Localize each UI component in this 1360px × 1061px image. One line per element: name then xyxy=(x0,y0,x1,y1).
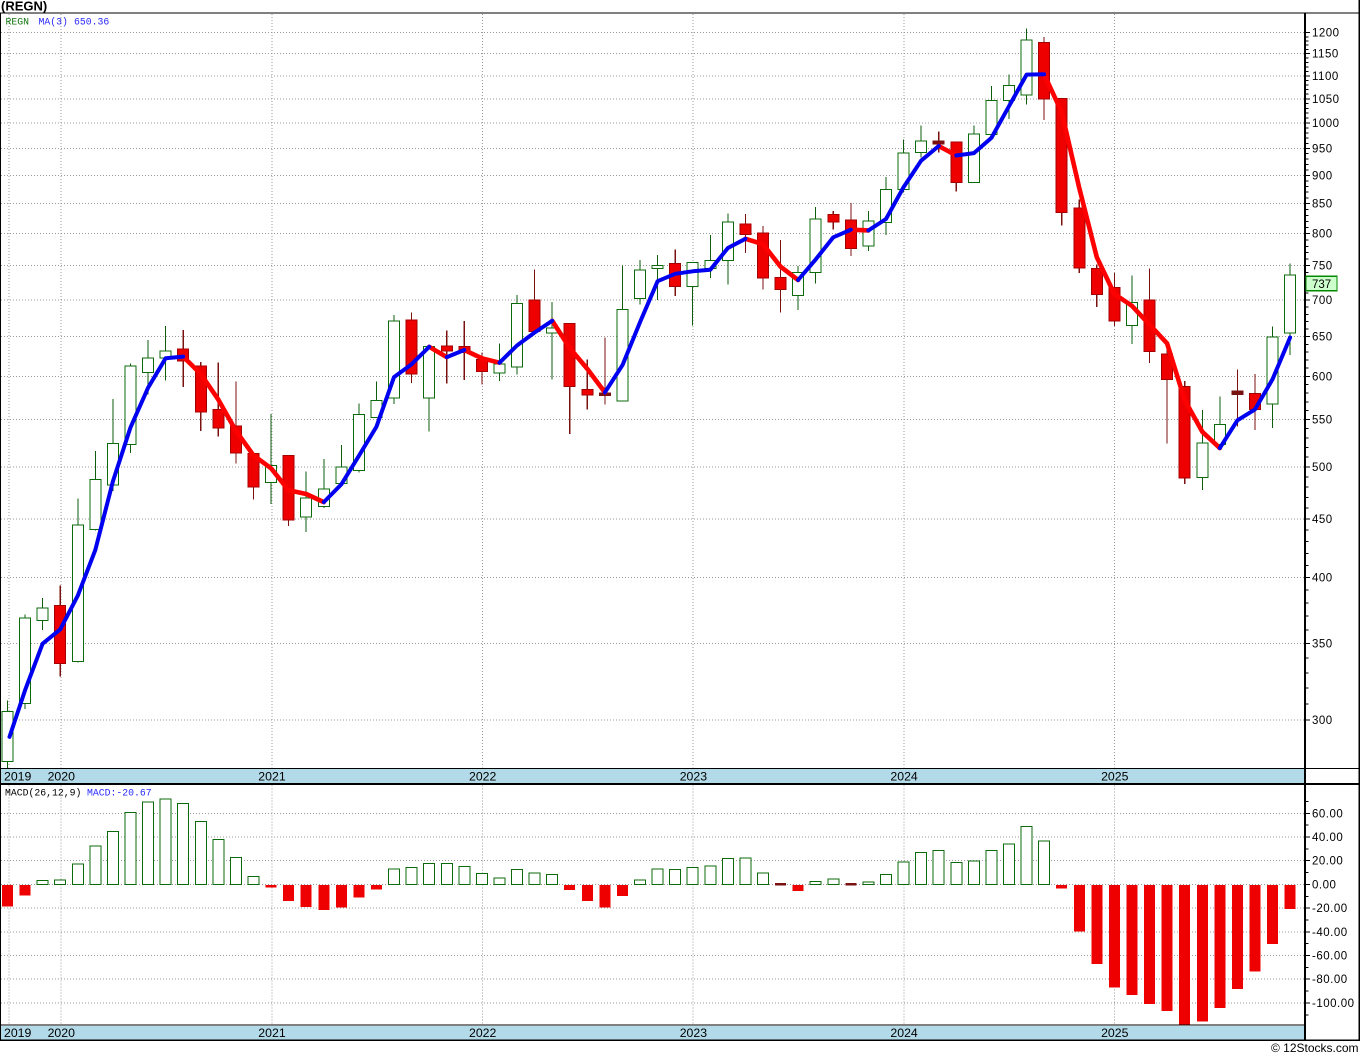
svg-text:650.36: 650.36 xyxy=(74,17,109,28)
svg-text:900: 900 xyxy=(1312,170,1333,182)
svg-text:-80.00: -80.00 xyxy=(1312,974,1348,986)
svg-text:950: 950 xyxy=(1312,144,1333,156)
svg-text:-40.00: -40.00 xyxy=(1312,927,1348,939)
svg-text:1000: 1000 xyxy=(1312,118,1340,130)
svg-text:2025: 2025 xyxy=(1101,1026,1129,1040)
svg-text:600: 600 xyxy=(1312,371,1333,383)
svg-text:2024: 2024 xyxy=(890,770,918,784)
svg-text:300: 300 xyxy=(1312,715,1333,727)
svg-text:2024: 2024 xyxy=(890,1026,918,1040)
svg-text:40.00: 40.00 xyxy=(1312,832,1343,844)
svg-text:-100.00: -100.00 xyxy=(1312,998,1355,1010)
svg-text:650: 650 xyxy=(1312,332,1333,344)
svg-text:MACD(26,12,9): MACD(26,12,9) xyxy=(5,788,81,799)
svg-text:850: 850 xyxy=(1312,199,1333,211)
svg-text:MA(3): MA(3) xyxy=(39,17,68,28)
svg-text:350: 350 xyxy=(1312,639,1333,651)
svg-text:450: 450 xyxy=(1312,514,1333,526)
svg-text:737: 737 xyxy=(1312,279,1331,291)
svg-text:2025: 2025 xyxy=(1101,770,1129,784)
svg-text:550: 550 xyxy=(1312,415,1333,427)
svg-text:(REGN): (REGN) xyxy=(1,0,47,14)
svg-text:20.00: 20.00 xyxy=(1312,856,1343,868)
svg-text:2020: 2020 xyxy=(48,770,76,784)
svg-text:750: 750 xyxy=(1312,261,1333,273)
svg-text:REGN: REGN xyxy=(6,17,30,28)
svg-text:-20.00: -20.00 xyxy=(1312,903,1348,915)
svg-text:400: 400 xyxy=(1312,573,1333,585)
svg-text:1100: 1100 xyxy=(1312,71,1339,83)
svg-text:1150: 1150 xyxy=(1312,49,1339,61)
svg-text:2019: 2019 xyxy=(4,1026,32,1040)
svg-text:0.00: 0.00 xyxy=(1312,879,1336,891)
svg-text:-60.00: -60.00 xyxy=(1312,951,1348,963)
svg-text:2019: 2019 xyxy=(4,770,32,784)
svg-text:2020: 2020 xyxy=(48,1026,76,1040)
svg-text:1200: 1200 xyxy=(1312,28,1340,40)
svg-text:700: 700 xyxy=(1312,295,1333,307)
svg-text:MACD:-20.67: MACD:-20.67 xyxy=(87,788,152,799)
svg-text:© 12Stocks.com: © 12Stocks.com xyxy=(1271,1041,1359,1055)
svg-text:2021: 2021 xyxy=(258,770,286,784)
svg-text:500: 500 xyxy=(1312,462,1333,474)
svg-text:1050: 1050 xyxy=(1312,94,1340,106)
svg-text:2021: 2021 xyxy=(258,1026,286,1040)
svg-text:800: 800 xyxy=(1312,229,1333,241)
svg-text:2022: 2022 xyxy=(469,1026,497,1040)
svg-text:2023: 2023 xyxy=(680,1026,708,1040)
svg-text:2022: 2022 xyxy=(469,770,497,784)
svg-text:60.00: 60.00 xyxy=(1312,808,1343,820)
svg-text:2023: 2023 xyxy=(680,770,708,784)
